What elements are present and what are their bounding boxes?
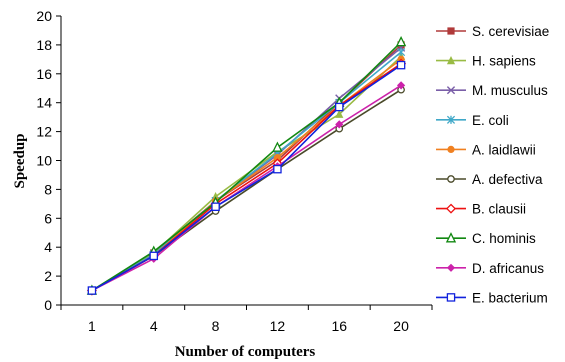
y-tick-label: 16 <box>36 66 52 82</box>
legend-item-3: E. coli <box>436 113 509 128</box>
legend-label: E. bacterium <box>472 290 548 305</box>
data-point <box>334 102 344 112</box>
legend-item-9: E. bacterium <box>436 290 548 305</box>
x-tick-label: 4 <box>150 318 158 334</box>
data-point <box>273 154 282 162</box>
legend-item-8: D. africanus <box>436 261 544 276</box>
series-line <box>91 41 402 292</box>
legend-swatch-marker <box>446 293 456 302</box>
y-tick-label: 0 <box>44 297 52 313</box>
legend-item-2: M. musculus <box>436 83 548 98</box>
series-line <box>91 44 402 292</box>
data-point <box>87 286 97 295</box>
y-tick-label: 12 <box>36 124 52 140</box>
series-line <box>91 84 402 292</box>
legend-label: E. coli <box>472 113 509 128</box>
series-2 <box>87 43 406 295</box>
y-tick-label: 20 <box>36 8 52 24</box>
legend-label: A. defectiva <box>472 172 543 187</box>
legend-label: M. musculus <box>472 83 548 98</box>
legend-swatch-marker <box>447 175 455 183</box>
legend-label: D. africanus <box>472 261 544 276</box>
x-tick-label: 1 <box>88 318 96 334</box>
series-group <box>86 35 407 296</box>
data-point <box>335 120 344 129</box>
legend-swatch-marker <box>446 263 456 272</box>
legend-label: C. hominis <box>472 231 536 246</box>
y-tick-label: 6 <box>44 210 52 226</box>
legend-label: H. sapiens <box>472 54 536 69</box>
series-line <box>91 51 402 292</box>
data-point <box>396 60 406 70</box>
y-tick-label: 18 <box>36 37 52 53</box>
data-point <box>396 81 406 90</box>
legend-label: A. laidlawii <box>472 142 536 157</box>
series-7 <box>86 35 407 295</box>
legend-item-7: C. hominis <box>436 231 536 246</box>
x-tick-label: 12 <box>270 318 286 334</box>
plot-axes <box>60 16 432 306</box>
legend-item-5: A. defectiva <box>436 172 543 187</box>
legend-label: B. clausii <box>472 202 526 217</box>
y-axis-title: Speedup <box>12 133 28 188</box>
data-point <box>272 141 283 152</box>
legend-swatch-marker <box>446 86 456 95</box>
y-tick-label: 4 <box>44 239 52 255</box>
legend-item-1: H. sapiens <box>436 54 536 69</box>
legend-item-0: S. cerevisiae <box>436 24 549 39</box>
series-0 <box>88 41 405 295</box>
data-point <box>211 202 220 211</box>
data-point <box>397 48 406 57</box>
data-point <box>335 109 344 118</box>
legend-swatch-marker <box>445 232 457 243</box>
y-tick-label: 14 <box>36 95 52 111</box>
legend-item-6: B. clausii <box>436 202 526 217</box>
legend-swatch-marker <box>446 56 456 65</box>
series-9 <box>87 60 406 295</box>
legend-swatch-marker <box>445 203 457 214</box>
legend-label: S. cerevisiae <box>472 24 549 39</box>
series-line <box>91 47 402 292</box>
x-axis-title: Number of computers <box>175 344 316 360</box>
legend: S. cerevisiae H. sapiens M. musculus E. col… <box>432 16 560 305</box>
y-tick-label: 8 <box>44 181 52 197</box>
y-tick-label: 2 <box>44 268 52 284</box>
x-tick-label: 8 <box>212 318 220 334</box>
y-tick-label: 10 <box>36 153 52 169</box>
series-line <box>91 64 402 292</box>
x-tick-label: 16 <box>331 318 347 334</box>
data-point <box>395 35 407 47</box>
x-tick-label: 20 <box>393 318 409 334</box>
data-point <box>273 164 282 174</box>
legend-swatch-marker <box>446 115 456 124</box>
series-line <box>91 55 402 292</box>
data-point <box>149 251 158 261</box>
legend-swatch-marker <box>447 145 455 153</box>
legend-item-4: A. laidlawii <box>436 142 536 157</box>
legend-swatch-marker <box>447 27 455 35</box>
